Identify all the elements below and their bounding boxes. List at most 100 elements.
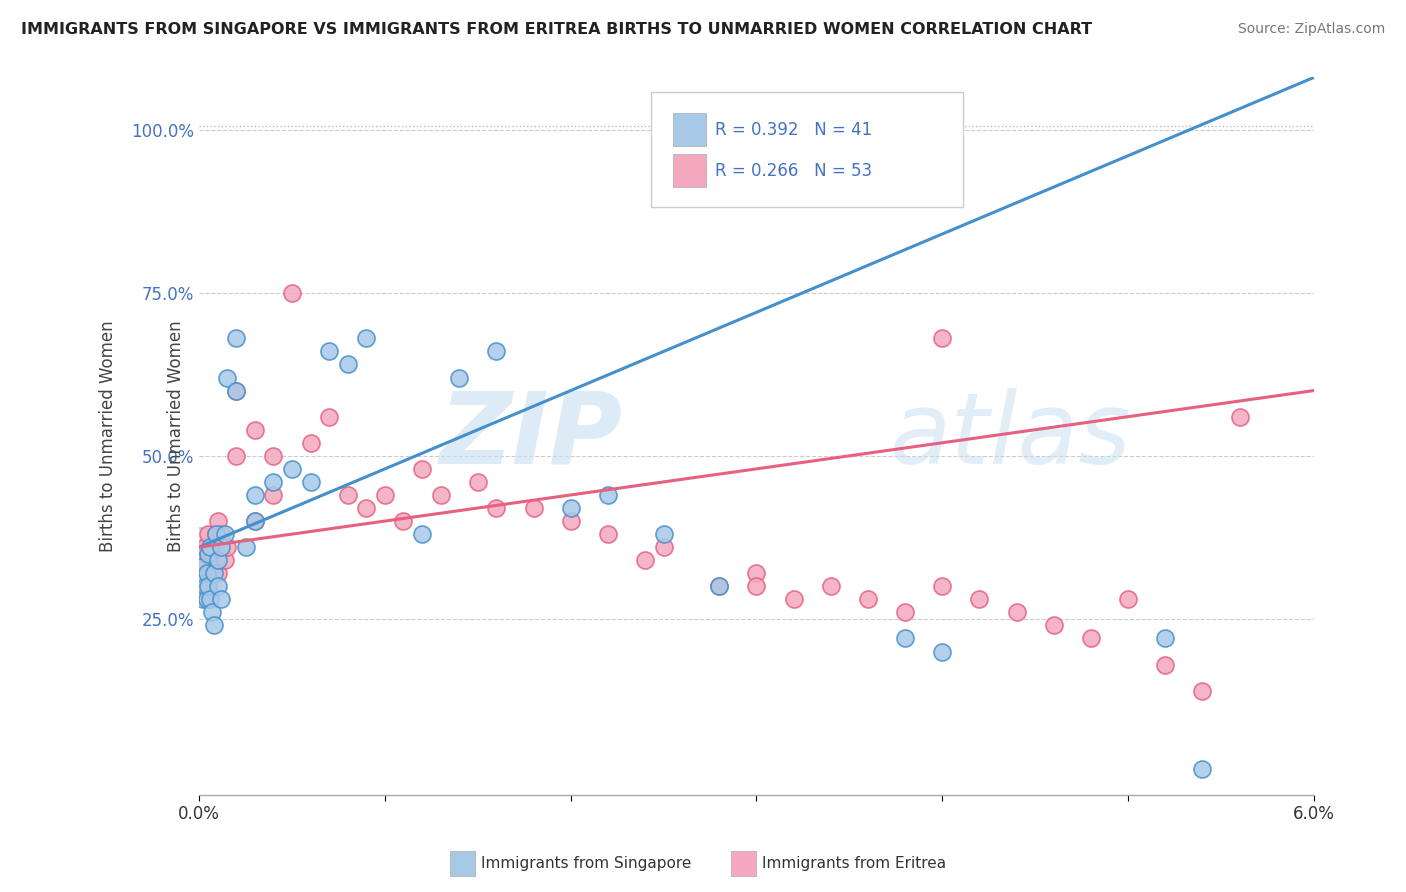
Point [190,547,212,561]
Point [1191,762,1213,776]
Point [634,553,657,567]
Point [318,344,340,359]
Point [467,475,489,489]
Point [200,592,222,607]
Point [596,488,619,502]
Point [188,540,211,554]
Point [195,592,218,607]
Point [262,449,284,463]
Point [243,488,266,502]
Point [207,553,229,567]
Point [782,592,804,607]
Point [243,514,266,528]
Point [194,540,217,554]
Point [1229,409,1251,424]
Point [235,540,257,554]
Point [931,579,953,593]
Point [894,606,917,620]
Point [485,501,508,516]
Point [820,579,842,593]
Point [336,488,359,502]
Point [262,475,284,489]
Text: R = 0.266   N = 53: R = 0.266 N = 53 [716,161,872,179]
Bar [673,154,706,186]
Point [745,566,768,581]
Point [318,409,340,424]
Text: IMMIGRANTS FROM SINGAPORE VS IMMIGRANTS FROM ERITREA BIRTHS TO UNMARRIED WOMEN C: IMMIGRANTS FROM SINGAPORE VS IMMIGRANTS … [21,22,1092,37]
Point [225,384,247,398]
Text: Immigrants from Singapore: Immigrants from Singapore [481,856,692,871]
Text: Immigrants from Eritrea: Immigrants from Eritrea [762,856,946,871]
Point [207,566,229,581]
Point [856,592,879,607]
Point [969,592,991,607]
Point [191,592,214,607]
Point [336,358,359,372]
Point [209,592,232,607]
Point [205,527,228,541]
Point [374,488,396,502]
Text: Source: ZipAtlas.com: Source: ZipAtlas.com [1237,22,1385,37]
Bar [673,113,706,145]
Point [522,501,544,516]
Point [197,547,219,561]
FancyBboxPatch shape [651,92,963,207]
Point [652,527,675,541]
Point [225,384,247,398]
Point [214,553,236,567]
Point [191,559,214,574]
Point [931,331,953,345]
Text: R = 0.392   N = 41: R = 0.392 N = 41 [716,120,873,139]
Point [194,579,217,593]
Y-axis label: Births to Unmarried Women: Births to Unmarried Women [167,320,186,552]
Point [1042,618,1064,632]
Point [709,579,731,593]
Point [197,579,219,593]
Point [429,488,451,502]
Point [560,501,582,516]
Point [894,632,917,646]
Point [207,514,229,528]
Point [195,579,218,593]
Point [205,527,228,541]
Point [299,435,322,450]
Text: ZIP: ZIP [440,388,623,484]
Point [356,331,378,345]
Point [197,527,219,541]
Point [202,618,225,632]
Point [262,488,284,502]
Point [190,559,212,574]
Point [202,540,225,554]
Point [1005,606,1028,620]
Point [209,540,232,554]
Point [709,579,731,593]
Point [215,370,238,384]
Point [392,514,415,528]
Point [201,606,224,620]
Point [201,553,224,567]
Point [200,540,222,554]
Point [1080,632,1102,646]
Point [195,566,218,581]
Point [299,475,322,489]
Point [243,423,266,437]
Point [209,527,232,541]
Point [745,579,768,593]
Point [1154,657,1177,672]
Point [1154,632,1177,646]
Point [243,514,266,528]
Point [411,462,433,476]
Point [931,644,953,658]
Point [200,566,222,581]
Point [1116,592,1139,607]
Point [281,285,304,300]
Point [281,462,304,476]
Point [449,370,471,384]
Point [202,566,225,581]
Point [225,331,247,345]
Text: atlas: atlas [890,388,1132,484]
Point [356,501,378,516]
Point [560,514,582,528]
Point [207,579,229,593]
Y-axis label: Births to Unmarried Women: Births to Unmarried Women [100,320,117,552]
